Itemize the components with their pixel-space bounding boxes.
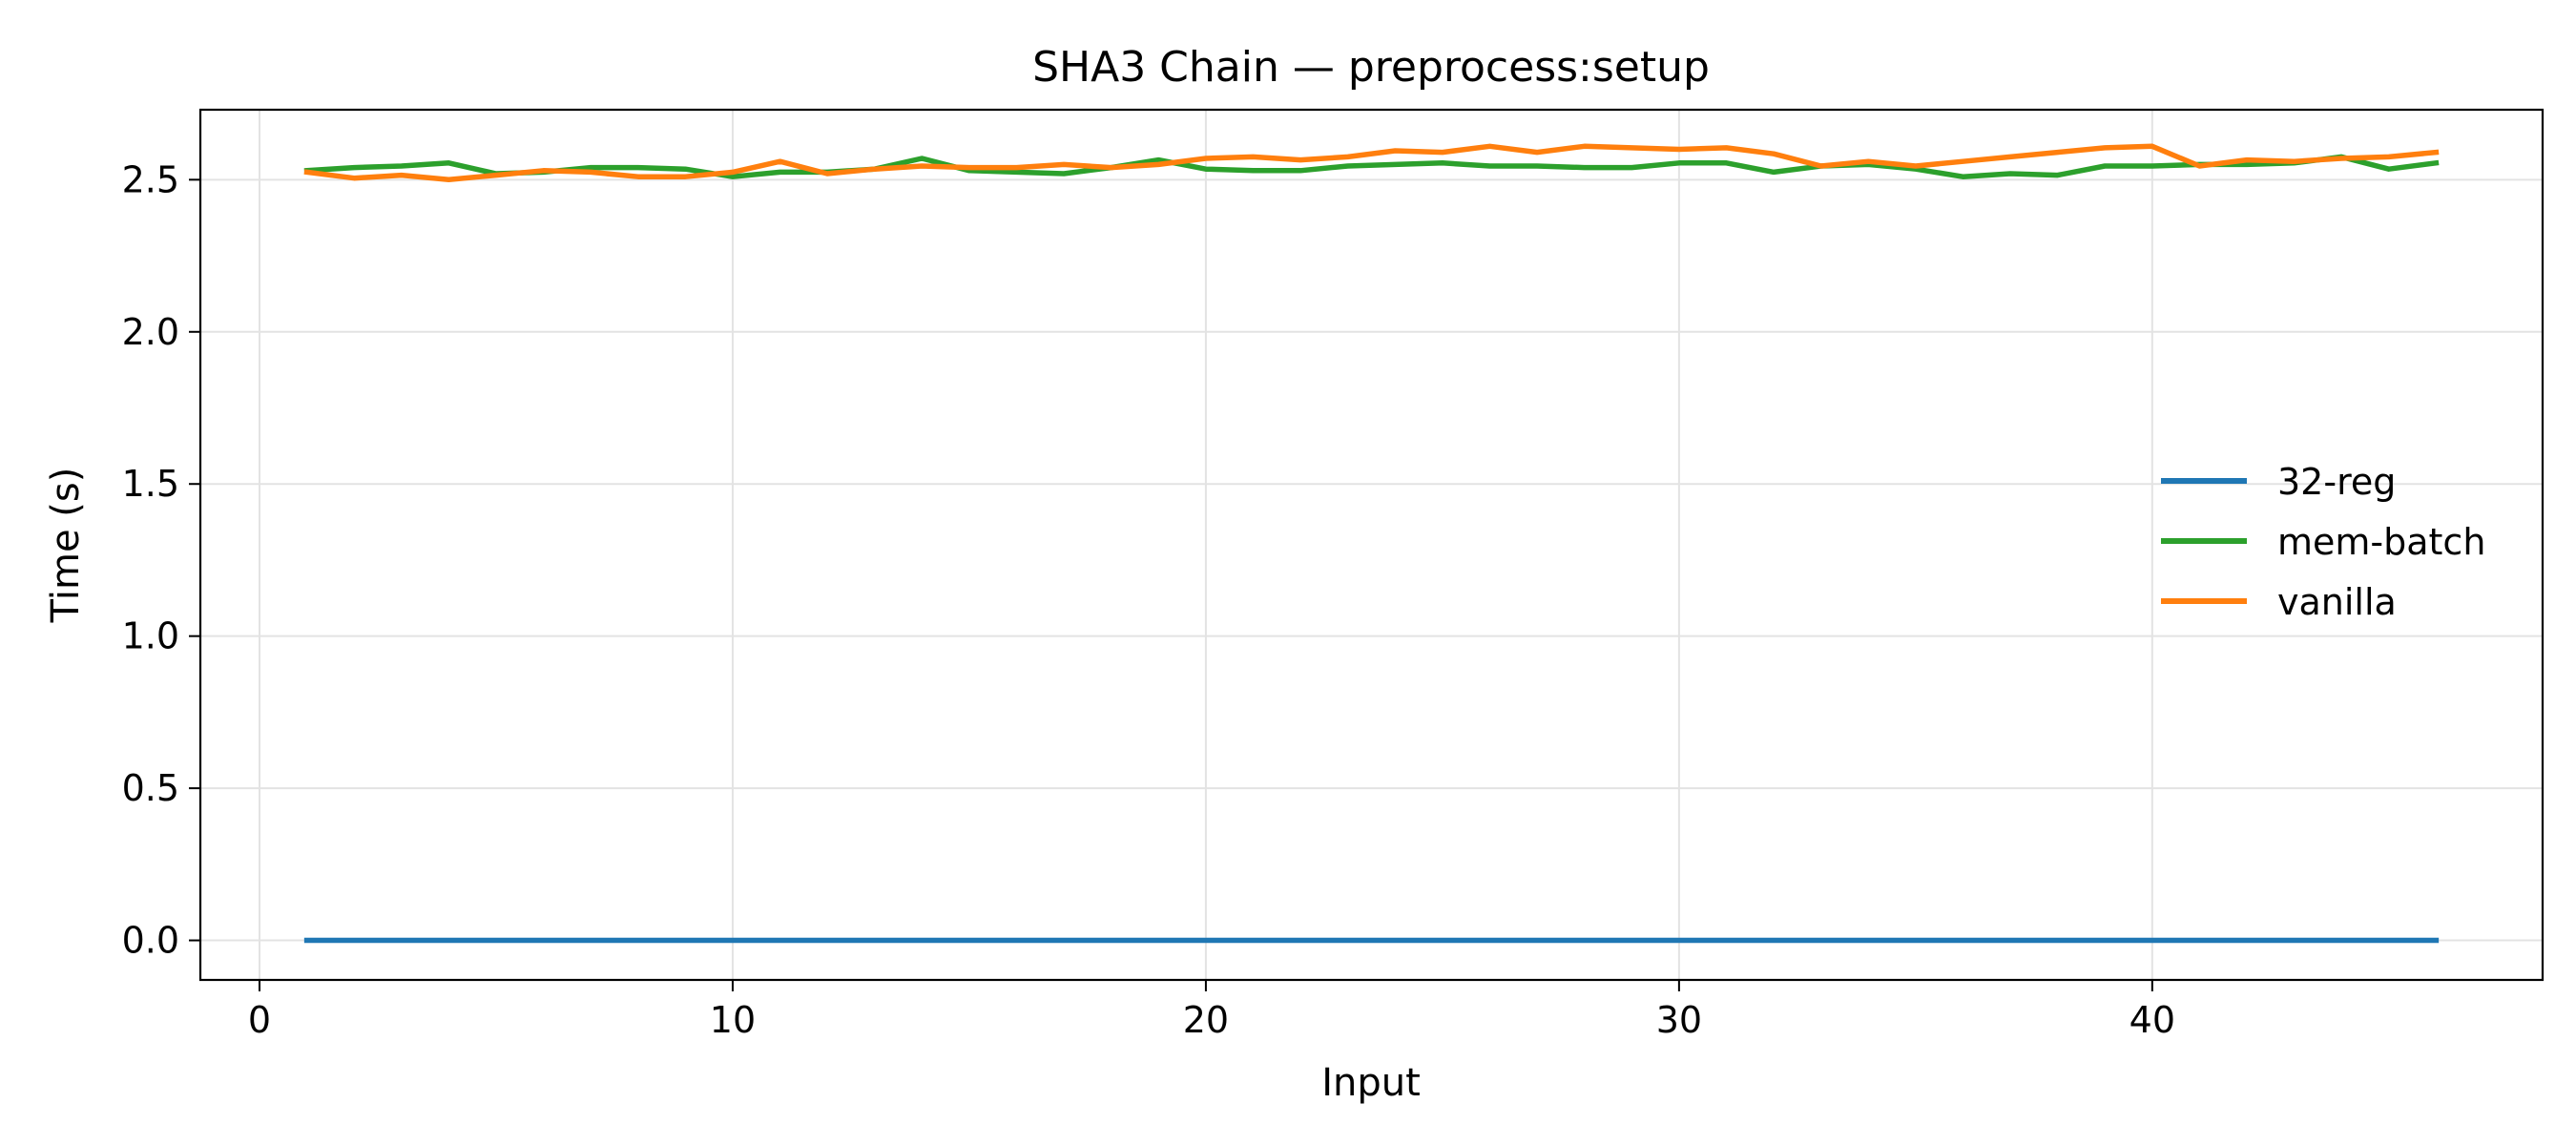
x-tick-label: 30 (1656, 999, 1702, 1041)
series-line-vanilla (303, 143, 2440, 183)
legend-label-mem-batch: mem-batch (2277, 521, 2485, 563)
x-tick-label: 40 (2129, 999, 2175, 1041)
x-axis-label: Input (1321, 1061, 1421, 1105)
grid-layer (200, 110, 2543, 980)
ticks-layer: 0 10 20 30 40 0.0 0.5 1.0 1.5 2.0 2.5 (122, 158, 2175, 1041)
plot-frame (198, 108, 2545, 982)
x-tick-label: 20 (1183, 999, 1229, 1041)
y-tick-label: 0.0 (122, 920, 179, 962)
y-tick-label: 2.0 (122, 311, 179, 353)
legend-label-32-reg: 32-reg (2277, 461, 2396, 503)
x-tick-label: 10 (710, 999, 756, 1041)
legend-label-vanilla: vanilla (2277, 581, 2397, 623)
y-tick-label: 0.5 (122, 767, 179, 809)
y-tick-label: 1.5 (122, 463, 179, 505)
y-tick-label: 2.5 (122, 158, 179, 200)
y-axis-label: Time (s) (44, 468, 88, 624)
y-tick-label: 1.0 (122, 615, 179, 657)
series-line-mem-batch (303, 154, 2440, 179)
legend: 32-reg mem-batch vanilla (2161, 461, 2485, 623)
chart-title: SHA3 Chain — preprocess:setup (1032, 43, 1710, 92)
x-tick-label: 0 (248, 999, 271, 1041)
series-layer (303, 143, 2440, 944)
